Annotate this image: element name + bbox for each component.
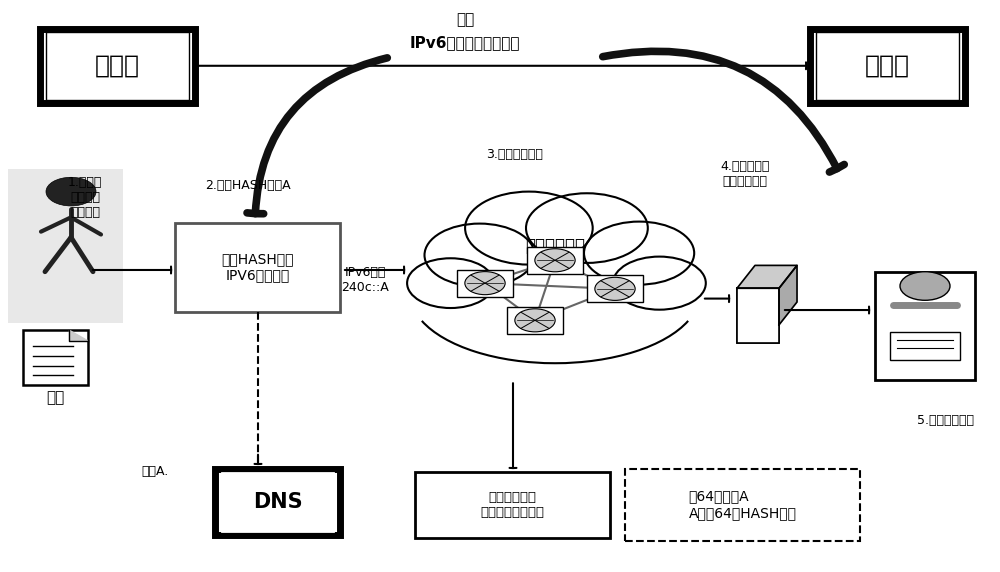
Polygon shape — [737, 265, 797, 288]
Text: 接收方: 接收方 — [865, 54, 910, 78]
Ellipse shape — [410, 218, 700, 368]
Text: 发送方: 发送方 — [95, 54, 140, 78]
Text: 3.网络传输规则: 3.网络传输规则 — [487, 148, 543, 161]
Ellipse shape — [443, 213, 667, 333]
Text: DNS: DNS — [253, 492, 302, 512]
Polygon shape — [779, 265, 797, 325]
Text: 2.生成HASH编码A: 2.生成HASH编码A — [205, 180, 291, 192]
Circle shape — [595, 277, 635, 300]
Polygon shape — [69, 331, 88, 341]
Circle shape — [584, 221, 694, 285]
FancyBboxPatch shape — [222, 473, 333, 531]
FancyBboxPatch shape — [40, 29, 195, 103]
FancyBboxPatch shape — [457, 269, 513, 297]
Text: 4.接收端边缘
网关传输规则: 4.接收端边缘 网关传输规则 — [720, 161, 770, 188]
FancyBboxPatch shape — [737, 288, 779, 343]
Circle shape — [465, 272, 505, 295]
Circle shape — [515, 309, 555, 332]
Circle shape — [424, 224, 535, 287]
Text: 网络数据追溯
网络数据传输管控: 网络数据追溯 网络数据传输管控 — [480, 491, 544, 519]
Text: 1.跨境传
输的数据
上传平台: 1.跨境传 输的数据 上传平台 — [68, 176, 102, 219]
Circle shape — [46, 177, 96, 206]
Text: 文件: 文件 — [46, 390, 64, 405]
Circle shape — [900, 272, 950, 300]
Text: 数据: 数据 — [456, 13, 474, 27]
Circle shape — [613, 257, 706, 309]
FancyBboxPatch shape — [875, 272, 975, 380]
Text: 文件HASH编码
IPV6地址生成: 文件HASH编码 IPV6地址生成 — [221, 252, 294, 283]
FancyBboxPatch shape — [22, 331, 88, 384]
FancyBboxPatch shape — [810, 29, 965, 103]
Circle shape — [407, 259, 494, 308]
Text: IPv6地址
240c::A: IPv6地址 240c::A — [341, 267, 389, 294]
FancyBboxPatch shape — [625, 469, 860, 541]
Text: 专网网络传输: 专网网络传输 — [525, 237, 585, 255]
Text: 域名A.: 域名A. — [141, 466, 169, 478]
FancyBboxPatch shape — [587, 275, 643, 303]
Circle shape — [535, 249, 575, 272]
FancyBboxPatch shape — [175, 223, 340, 312]
Text: IPv6地址编码信息同步: IPv6地址编码信息同步 — [410, 35, 520, 50]
FancyBboxPatch shape — [46, 32, 189, 100]
FancyBboxPatch shape — [816, 32, 959, 100]
FancyBboxPatch shape — [527, 247, 583, 274]
FancyBboxPatch shape — [8, 169, 123, 323]
Text: 5.数据传输完成: 5.数据传输完成 — [916, 414, 974, 427]
FancyBboxPatch shape — [415, 472, 610, 538]
FancyBboxPatch shape — [507, 307, 563, 334]
FancyBboxPatch shape — [890, 332, 960, 360]
FancyBboxPatch shape — [215, 469, 340, 535]
Text: 后64位匹配A
A代表64位HASH编码: 后64位匹配A A代表64位HASH编码 — [688, 490, 796, 520]
Circle shape — [526, 193, 648, 263]
Circle shape — [465, 192, 593, 265]
FancyBboxPatch shape — [737, 288, 779, 343]
